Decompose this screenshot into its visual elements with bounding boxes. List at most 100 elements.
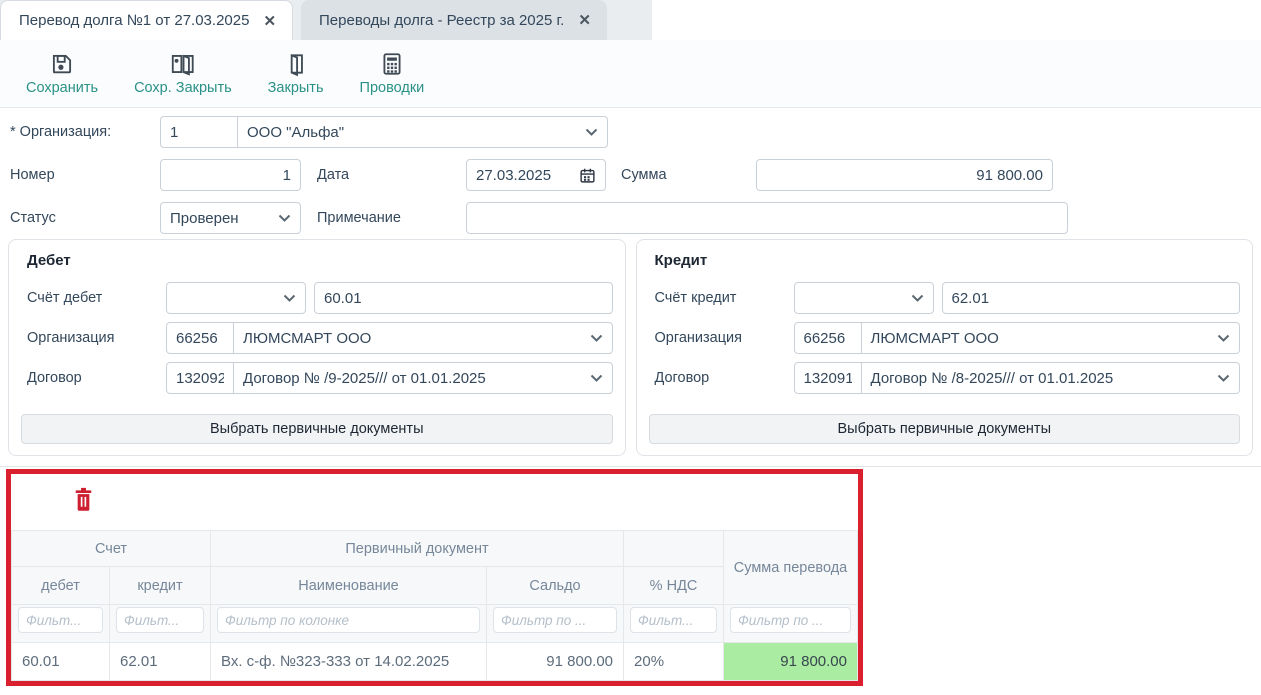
document-form: * Организация: ООО "Альфа" Номер Дата 27… bbox=[0, 108, 1261, 239]
note-input[interactable] bbox=[466, 202, 1068, 234]
sum-label: Сумма bbox=[621, 167, 667, 183]
credit-account-label: Счёт кредит bbox=[654, 290, 737, 306]
debit-contract-label: Договор bbox=[27, 370, 82, 386]
column-header-debit[interactable]: дебет bbox=[11, 566, 110, 605]
credit-account-input[interactable] bbox=[941, 282, 1240, 314]
cell-balance[interactable]: 91 800.00 bbox=[485, 642, 625, 681]
debit-organization-select[interactable]: ЛЮМСМАРТ ООО bbox=[233, 322, 613, 354]
credit-title: Кредит bbox=[654, 252, 708, 269]
note-label: Примечание bbox=[317, 210, 401, 226]
chevron-down-icon bbox=[585, 128, 598, 136]
organization-row: * Организация: ООО "Альфа" bbox=[10, 115, 1251, 149]
filter-transfer-sum-input[interactable] bbox=[730, 607, 851, 633]
number-label: Номер bbox=[10, 167, 55, 183]
date-value: 27.03.2025 bbox=[476, 166, 552, 184]
chevron-down-icon bbox=[1217, 374, 1230, 382]
chevron-down-icon bbox=[911, 294, 923, 302]
debit-organization-row: Организация ЛЮМСМАРТ ООО bbox=[21, 322, 613, 354]
status-label: Статус bbox=[10, 210, 56, 226]
credit-contract-select-value: Договор № /8-2025/// от 01.01.2025 bbox=[870, 369, 1114, 387]
filter-credit-input[interactable] bbox=[116, 607, 204, 633]
save-close-button[interactable]: Сохр. Закрыть bbox=[134, 51, 232, 96]
credit-organization-label: Организация bbox=[654, 330, 742, 346]
table-row[interactable]: 60.01 62.01 Вх. с-ф. №323-333 от 14.02.2… bbox=[11, 642, 858, 681]
column-header-transfer-sum: Сумма перевода bbox=[723, 530, 858, 605]
save-button[interactable]: Сохранить bbox=[26, 51, 98, 96]
credit-contract-row: Договор Договор № /8-2025/// от 01.01.20… bbox=[649, 362, 1240, 394]
postings-button[interactable]: Проводки bbox=[359, 51, 425, 96]
organization-code-input[interactable] bbox=[160, 116, 238, 148]
credit-organization-code-input[interactable] bbox=[793, 322, 862, 354]
table-group-header-row: Счет Первичный документ Сумма перевода bbox=[11, 530, 858, 605]
close-icon[interactable]: ✕ bbox=[578, 12, 591, 29]
tab-label: Перевод долга №1 от 27.03.2025 bbox=[19, 12, 250, 29]
group-header-primary-doc: Первичный документ bbox=[209, 530, 625, 567]
debit-title: Дебет bbox=[27, 252, 71, 269]
group-header-vat bbox=[623, 530, 725, 567]
close-icon[interactable]: ✕ bbox=[263, 12, 277, 30]
cell-vat[interactable]: 20% bbox=[623, 642, 725, 681]
organization-select[interactable]: ООО "Альфа" bbox=[237, 116, 608, 148]
calendar-icon[interactable] bbox=[579, 167, 596, 184]
table-subheader-row: дебет кредит Наименование Сальдо % НДС bbox=[11, 566, 858, 605]
debit-organization-label: Организация bbox=[27, 330, 115, 346]
floppy-disk-icon bbox=[49, 51, 75, 77]
debit-contract-select-value: Договор № /9-2025/// от 01.01.2025 bbox=[243, 369, 486, 387]
credit-organization-select[interactable]: ЛЮМСМАРТ ООО bbox=[860, 322, 1240, 354]
table-filter-row bbox=[11, 604, 858, 643]
postings-button-label: Проводки bbox=[359, 80, 425, 96]
column-header-credit[interactable]: кредит bbox=[109, 566, 211, 605]
debit-contract-select[interactable]: Договор № /9-2025/// от 01.01.2025 bbox=[233, 362, 613, 394]
credit-contract-select[interactable]: Договор № /8-2025/// от 01.01.2025 bbox=[860, 362, 1240, 394]
debit-account-select[interactable] bbox=[166, 282, 306, 314]
floppy-door-icon bbox=[169, 51, 197, 77]
filter-name-input[interactable] bbox=[217, 607, 480, 633]
tab-debt-transfer-document[interactable]: Перевод долга №1 от 27.03.2025 ✕ bbox=[0, 0, 294, 40]
chevron-down-icon bbox=[590, 374, 602, 382]
save-close-button-label: Сохр. Закрыть bbox=[134, 80, 232, 96]
debit-panel: Дебет Счёт дебет Организация ЛЮМСМАРТ ОО… bbox=[8, 239, 626, 456]
debit-account-label: Счёт дебет bbox=[27, 290, 103, 306]
credit-account-row: Счёт кредит bbox=[649, 282, 1240, 314]
column-header-vat-percent[interactable]: % НДС bbox=[623, 566, 725, 605]
close-button[interactable]: Закрыть bbox=[268, 51, 324, 96]
debit-contract-code-input[interactable] bbox=[166, 362, 234, 394]
date-label: Дата bbox=[317, 167, 350, 183]
filter-balance-input[interactable] bbox=[493, 607, 618, 633]
section-divider bbox=[0, 466, 1261, 467]
calculator-icon bbox=[379, 51, 405, 77]
tab-label: Переводы долга - Реестр за 2025 г. bbox=[319, 11, 565, 29]
credit-panel: Кредит Счёт кредит Организация ЛЮМСМАРТ … bbox=[635, 239, 1253, 456]
debit-credit-panels: Дебет Счёт дебет Организация ЛЮМСМАРТ ОО… bbox=[8, 239, 1253, 456]
sum-input[interactable] bbox=[756, 159, 1053, 191]
cell-debit[interactable]: 60.01 bbox=[11, 642, 110, 681]
debit-contract-row: Договор Договор № /9-2025/// от 01.01.20… bbox=[21, 362, 613, 394]
debit-pick-documents-button[interactable]: Выбрать первичные документы bbox=[21, 414, 613, 444]
filter-vat-input[interactable] bbox=[630, 607, 718, 633]
tab-debt-transfers-registry[interactable]: Переводы долга - Реестр за 2025 г. ✕ bbox=[301, 0, 607, 40]
open-door-icon bbox=[284, 51, 308, 77]
debit-organization-select-value: ЛЮМСМАРТ ООО bbox=[243, 329, 372, 347]
credit-contract-code-input[interactable] bbox=[793, 362, 862, 394]
annotation-red-box: Счет Первичный документ Сумма перевода д… bbox=[6, 469, 863, 686]
number-input[interactable] bbox=[160, 159, 301, 191]
table-toolbar bbox=[11, 474, 858, 530]
cell-name[interactable]: Вх. с-ф. №323-333 от 14.02.2025 bbox=[210, 642, 487, 681]
debit-organization-code-input[interactable] bbox=[166, 322, 234, 354]
credit-account-select[interactable] bbox=[793, 282, 934, 314]
trash-icon[interactable] bbox=[73, 487, 94, 517]
cell-credit[interactable]: 62.01 bbox=[109, 642, 211, 681]
chevron-down-icon bbox=[283, 294, 296, 302]
toolbar: Сохранить Сохр. Закрыть Закрыть bbox=[0, 40, 1261, 108]
status-select[interactable]: Проверен bbox=[160, 202, 301, 234]
cell-transfer-sum[interactable]: 91 800.00 bbox=[723, 642, 858, 681]
column-header-balance[interactable]: Сальдо bbox=[485, 566, 625, 605]
number-date-sum-row: Номер Дата 27.03.2025 Сумма bbox=[10, 158, 1251, 192]
debit-account-row: Счёт дебет bbox=[21, 282, 613, 314]
filter-debit-input[interactable] bbox=[18, 607, 103, 633]
save-button-label: Сохранить bbox=[26, 80, 99, 96]
column-header-name[interactable]: Наименование bbox=[210, 566, 487, 605]
date-input[interactable]: 27.03.2025 bbox=[466, 159, 606, 191]
debit-account-input[interactable] bbox=[314, 282, 613, 314]
credit-pick-documents-button[interactable]: Выбрать первичные документы bbox=[648, 414, 1240, 444]
